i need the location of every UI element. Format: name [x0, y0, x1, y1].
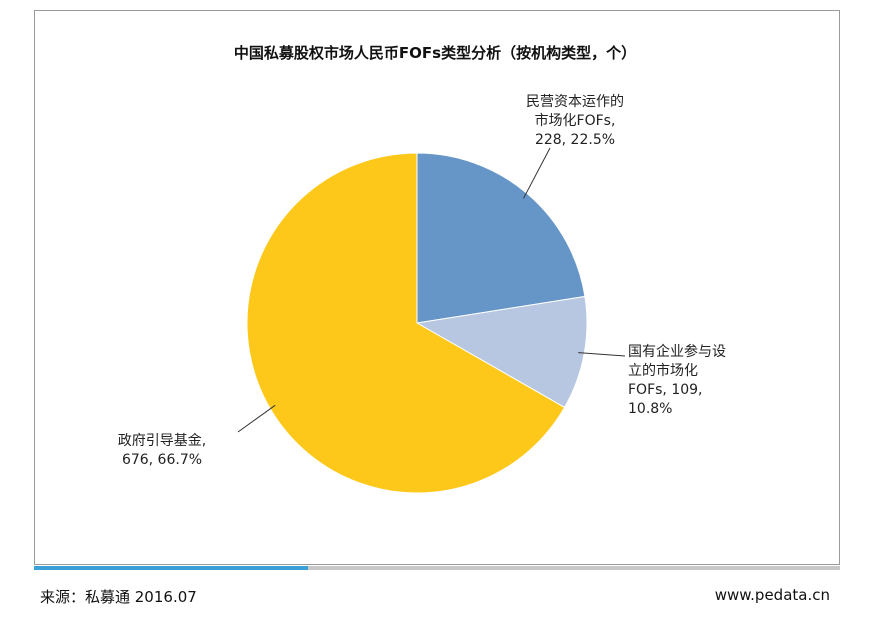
slice-label-government-fund: 政府引导基金, 676, 66.7% [102, 432, 222, 470]
leader-line [578, 352, 626, 357]
slice-label-line: 政府引导基金, [117, 433, 207, 449]
slice-label-line: FOFs, 109, [628, 382, 703, 398]
progress-track [34, 566, 840, 570]
slice-label-private-capital: 民营资本运作的 市场化FOFs, 228, 22.5% [515, 93, 635, 150]
progress-fill [34, 566, 309, 570]
slice-label-line: 国有企业参与设 [628, 344, 726, 360]
slice-label-line: 676, 66.7% [121, 452, 203, 468]
slice-label-line: 民营资本运作的 [526, 94, 624, 110]
website-url: www.pedata.cn [714, 586, 830, 604]
leader-line [523, 147, 551, 199]
slice-label-line: 市场化FOFs, [534, 113, 616, 129]
pie-slice-government-fund [246, 152, 566, 494]
slice-label-state-owned: 国有企业参与设 立的市场化 FOFs, 109, 10.8% [628, 343, 726, 419]
slice-label-line: 228, 22.5% [534, 132, 616, 148]
pie-slice-state-owned [415, 295, 588, 409]
source-note: 来源：私募通 2016.07 [40, 588, 197, 606]
pie-slice-private-capital [416, 152, 586, 324]
slice-label-line: 立的市场化 [628, 363, 698, 379]
leader-line [237, 404, 276, 433]
chart-title: 中国私募股权市场人民币FOFs类型分析（按机构类型，个） [233, 44, 637, 62]
slice-label-line: 10.8% [628, 401, 673, 417]
